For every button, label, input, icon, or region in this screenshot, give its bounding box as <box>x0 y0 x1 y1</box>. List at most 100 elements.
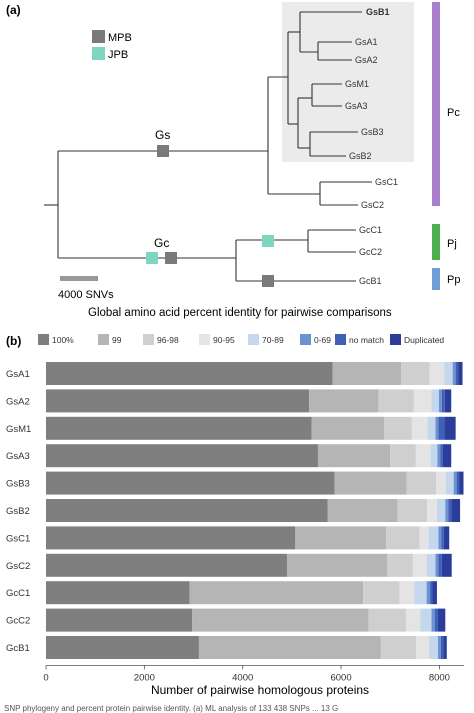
tip-label-gcc1: GcC1 <box>359 225 382 235</box>
gcc-jpb-marker <box>262 235 274 247</box>
category-label-gsm1: GsM1 <box>6 424 31 435</box>
bar-gcc2-0-69 <box>431 608 435 632</box>
bar-gsb2-96-98 <box>397 499 428 522</box>
bar-gsb3-100 <box>46 471 335 495</box>
tip-label-gcc2: GcC2 <box>359 247 382 257</box>
bar-gsb3-96-98 <box>406 471 436 495</box>
bar-gsa3-duplicated <box>442 444 452 468</box>
chart-x-axis-label: Number of pairwise homologous proteins <box>151 683 369 697</box>
bar-gsm1-duplicated <box>444 416 456 440</box>
tip-label-gsm1: GsM1 <box>345 79 369 89</box>
legend-jpb-swatch <box>92 47 105 60</box>
bar-gsa2-no-match <box>441 389 445 413</box>
clade-label-pp: Pp <box>447 274 460 286</box>
bar-gsc1-99 <box>295 526 387 550</box>
bar-gsb2-99 <box>327 499 398 522</box>
tip-label-gcb1: GcB1 <box>359 276 382 286</box>
bar-gcb1-no-match <box>440 636 444 659</box>
category-label-gcc1: GcC1 <box>6 588 30 599</box>
bar-gsc2-96-98 <box>387 553 413 577</box>
bar-gsa2-0-69 <box>438 389 442 413</box>
bar-gcb1-duplicated <box>443 636 447 659</box>
bar-gsb2-100 <box>46 499 328 522</box>
bar-gsb3-70-89 <box>445 471 454 495</box>
legend-swatch-100 <box>38 334 49 345</box>
tip-label-gsc1: GsC1 <box>375 177 398 187</box>
gc-jpb-marker <box>146 252 158 264</box>
bar-gcc1-70-89 <box>414 581 427 605</box>
panel-a-label: (a) <box>6 3 21 17</box>
category-label-gsa2: GsA2 <box>6 396 30 407</box>
bar-gsa1-duplicated <box>458 362 463 385</box>
legend-label-0-69: 0-69 <box>314 335 331 345</box>
clade-bar-pc <box>432 2 440 206</box>
clade-label-pc: Pc <box>447 107 460 119</box>
bar-gsb2-70-89 <box>436 499 446 522</box>
bar-gcc1-100 <box>46 581 190 605</box>
category-label-gsc1: GsC1 <box>6 533 30 544</box>
bar-gsm1-99 <box>311 416 385 440</box>
bar-gcc1-duplicated <box>432 581 437 605</box>
bar-gcb1-70-89 <box>429 636 438 659</box>
legend-label-duplicated: Duplicated <box>404 335 444 345</box>
category-label-gsa3: GsA3 <box>6 451 30 462</box>
legend-swatch-99 <box>98 334 109 345</box>
legend-label-96-98: 96-98 <box>157 335 179 345</box>
chart-supertitle: Global amino acid percent identity for p… <box>88 307 392 319</box>
bar-gsm1-100 <box>46 416 312 440</box>
category-label-gcc2: GcC2 <box>6 616 30 627</box>
bar-gcc2-99 <box>192 608 369 632</box>
bar-gsb3-no-match <box>456 471 460 495</box>
legend-mpb-label: MPB <box>108 32 132 44</box>
tree-legend: MPB JPB <box>92 30 132 61</box>
tip-label-gsb2: GsB2 <box>349 151 372 161</box>
gs-clade-highlight <box>282 2 414 162</box>
x-tick-label-2000: 2000 <box>134 672 155 683</box>
bar-gcb1-90-95 <box>416 636 430 659</box>
panel-a: (a) MPB JPB <box>6 2 460 301</box>
bar-gcc1-99 <box>189 581 364 605</box>
bar-gcb1-0-69 <box>437 636 441 659</box>
bar-gsc1-70-89 <box>428 526 439 550</box>
legend-swatch-0-69 <box>300 334 311 345</box>
panel-b: Global amino acid percent identity for p… <box>4 307 464 713</box>
legend-label-99: 99 <box>112 335 122 345</box>
bar-gsa2-90-95 <box>413 389 432 413</box>
bar-gsb3-duplicated <box>459 471 464 495</box>
bar-gcb1-100 <box>46 636 199 659</box>
category-label-gsb3: GsB3 <box>6 479 30 490</box>
tip-label-gsa2: GsA2 <box>355 55 378 65</box>
bar-gcc2-duplicated <box>437 608 446 632</box>
bar-gsm1-0-69 <box>435 416 439 440</box>
gc-mpb-marker <box>165 252 177 264</box>
gs-mpb-marker <box>157 145 169 157</box>
panel-b-label: (b) <box>6 334 21 348</box>
legend-swatch-96-98 <box>143 334 154 345</box>
bar-gsa3-0-69 <box>437 444 441 468</box>
bar-gsc2-100 <box>46 553 287 577</box>
bar-gsa3-no-match <box>440 444 443 468</box>
bar-gsb2-duplicated <box>451 499 461 522</box>
chart-x-axis: 0 2000 4000 6000 8000 <box>43 665 464 683</box>
x-tick-label-8000: 8000 <box>429 672 450 683</box>
bar-gsa1-0-69 <box>452 362 456 385</box>
bar-gsc1-0-69 <box>438 526 442 550</box>
bar-gsa1-96-98 <box>401 362 430 385</box>
bar-gsa3-100 <box>46 444 318 468</box>
bar-gsc2-0-69 <box>435 553 439 577</box>
tip-label-gsb1: GsB1 <box>366 7 390 17</box>
bar-gsb3-99 <box>334 471 407 495</box>
bar-gsc1-96-98 <box>386 526 420 550</box>
node-label-gs: Gs <box>155 128 170 142</box>
legend-label-no-match: no match <box>349 335 384 345</box>
x-tick-label-6000: 6000 <box>330 672 351 683</box>
bar-gsa2-100 <box>46 389 310 413</box>
bar-gsc1-duplicated <box>443 526 450 550</box>
scale-bar <box>60 276 98 281</box>
clade-label-pj: Pj <box>447 238 457 250</box>
bar-gsa3-70-89 <box>430 444 438 468</box>
legend-label-70-89: 70-89 <box>262 335 284 345</box>
legend-swatch-duplicated <box>390 334 401 345</box>
